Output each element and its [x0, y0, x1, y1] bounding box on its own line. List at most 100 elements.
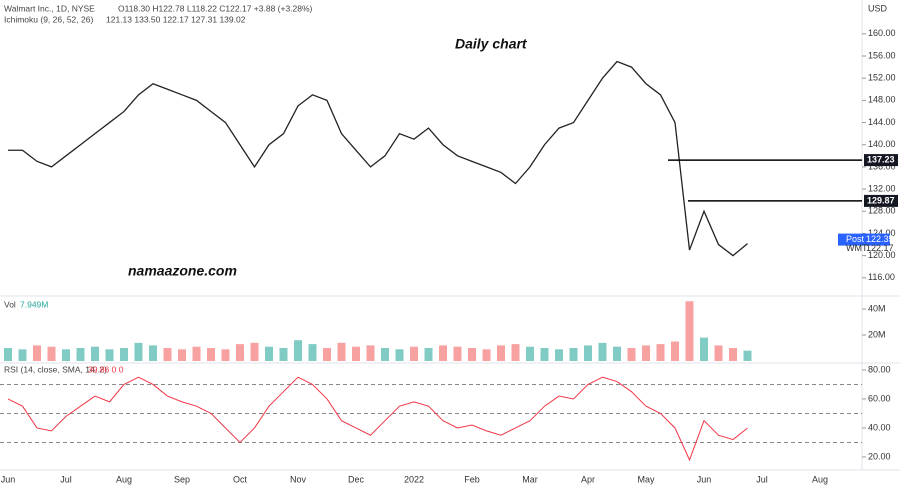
price-line: [8, 60, 748, 257]
x-tick-label: Apr: [581, 474, 595, 484]
volume-bar: [33, 345, 41, 361]
y-tick-label: 136.00: [868, 161, 896, 171]
volume-bar: [700, 337, 708, 361]
volume-bar: [656, 344, 665, 361]
volume-bar: [294, 340, 302, 361]
price-value: 122.35: [866, 234, 894, 244]
y-tick-label: 116.00: [868, 272, 895, 282]
x-tick-label: Jun: [697, 474, 712, 484]
volume-bar: [482, 349, 491, 361]
volume-bar: [584, 345, 592, 361]
level-box: [864, 154, 898, 167]
y-tick-label: 160.00: [868, 28, 896, 38]
price-value: 122.17: [866, 243, 894, 253]
x-tick-label: Nov: [290, 474, 307, 484]
volume-bar: [105, 349, 114, 361]
volume-bar: [613, 346, 621, 361]
volume-bar: [47, 346, 56, 361]
currency: USD: [868, 3, 888, 13]
volume-bar: [192, 346, 201, 361]
x-tick-label: 2022: [404, 474, 424, 484]
volume-bar: [4, 348, 12, 361]
volume-bar: [424, 348, 433, 361]
volume-bar: [395, 349, 404, 361]
pane-label: RSI (14, close, SMA, 14, 2): [4, 364, 107, 374]
volume-bar: [685, 301, 694, 361]
x-tick-label: Aug: [116, 474, 132, 484]
volume-bar: [555, 349, 563, 361]
volume-bar: [337, 342, 346, 361]
indicator-name: Ichimoku (9, 26, 52, 26): [4, 14, 93, 24]
y-tick-label: 152.00: [868, 73, 896, 83]
indicator-values: 121.13 133.50 122.17 127.31 139.02: [106, 14, 246, 24]
level-label: 129.87: [867, 195, 895, 205]
x-tick-label: Dec: [348, 474, 365, 484]
volume-bar: [18, 349, 27, 361]
y-tick-label: 20.00: [868, 451, 891, 461]
y-tick-label: 40.00: [868, 422, 891, 432]
x-tick-label: Jul: [756, 474, 768, 484]
volume-bar: [62, 349, 70, 361]
volume-bar: [410, 346, 418, 361]
y-tick-label: 140.00: [868, 139, 896, 149]
y-tick-label: 144.00: [868, 117, 896, 127]
volume-bar: [236, 344, 244, 361]
volume-bar: [366, 345, 375, 361]
price-name: WMT: [846, 243, 868, 253]
volume-bar: [453, 346, 462, 361]
pane-label: Vol: [4, 299, 16, 309]
y-tick-label: 40M: [868, 303, 886, 313]
volume-bar: [178, 349, 186, 361]
y-tick-label: 120.00: [868, 250, 896, 260]
volume-bar: [468, 348, 476, 361]
volume-bar: [729, 348, 737, 361]
x-tick-label: Sep: [174, 474, 190, 484]
y-tick-label: 156.00: [868, 50, 896, 60]
x-tick-label: Jun: [1, 474, 16, 484]
volume-bar: [627, 348, 636, 361]
volume-bar: [279, 348, 288, 361]
x-tick-label: Oct: [233, 474, 248, 484]
y-tick-label: 128.00: [868, 206, 896, 216]
y-tick-label: 20M: [868, 329, 886, 339]
volume-bar: [323, 348, 331, 361]
volume-bar: [207, 348, 215, 361]
y-tick-label: 60.00: [868, 393, 891, 403]
volume-bar: [671, 341, 679, 361]
volume-bar: [265, 346, 273, 361]
volume-bar: [526, 346, 534, 361]
y-tick-label: 132.00: [868, 183, 896, 193]
rsi-line: [7, 376, 748, 462]
volume-bar: [221, 349, 230, 361]
volume-bar: [743, 350, 752, 361]
volume-bar: [642, 345, 650, 361]
volume-bar: [569, 348, 578, 361]
pane-value: 39.86 0 0: [88, 364, 124, 374]
volume-bar: [497, 345, 505, 361]
y-tick-label: 148.00: [868, 95, 896, 105]
volume-bar: [76, 348, 85, 361]
pane-value: 7.949M: [20, 299, 48, 309]
x-tick-label: Mar: [522, 474, 538, 484]
level-label: 137.23: [867, 154, 895, 164]
volume-bar: [120, 348, 128, 361]
volume-bar: [250, 342, 259, 361]
watermark: namaazone.com: [128, 263, 237, 279]
y-tick-label: 80.00: [868, 364, 891, 374]
volume-bar: [149, 345, 157, 361]
price-box: [838, 233, 890, 246]
volume-bar: [352, 346, 360, 361]
price-name: Post: [846, 234, 865, 244]
volume-bar: [134, 342, 143, 361]
volume-bar: [598, 342, 607, 361]
annotation: Daily chart: [455, 36, 528, 52]
volume-bar: [439, 345, 447, 361]
x-tick-label: Jul: [60, 474, 72, 484]
chart-title: Walmart Inc., 1D, NYSE: [4, 3, 95, 13]
volume-bar: [308, 344, 317, 361]
volume-bar: [511, 344, 520, 361]
volume-bar: [91, 346, 99, 361]
